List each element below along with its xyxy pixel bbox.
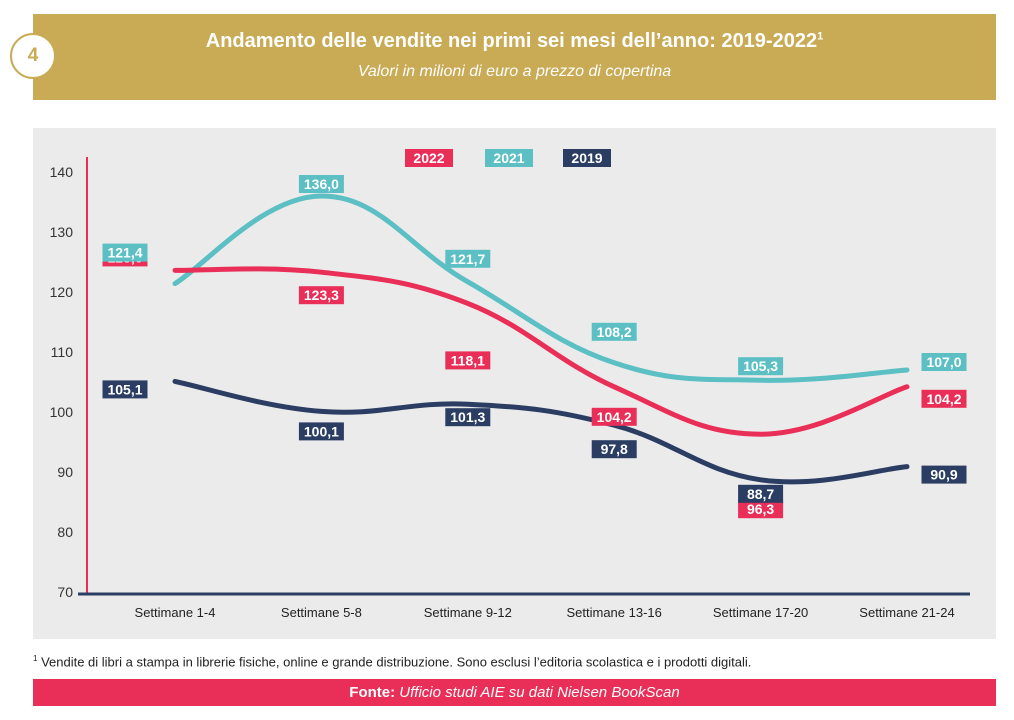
x-tick-label: Settimane 13-16	[566, 605, 661, 620]
data-label-box	[738, 357, 784, 376]
x-tick-label: Settimane 1-4	[135, 605, 216, 620]
footnote-marker: 1	[33, 654, 38, 663]
legend-swatch-2022	[405, 149, 453, 167]
data-label: 104,2	[926, 391, 961, 407]
chart-subtitle: Valori in milioni di euro a prezzo di co…	[357, 63, 672, 80]
data-label: 88,7	[747, 486, 774, 502]
data-label: 118,1	[451, 352, 485, 368]
data-label-box	[102, 243, 148, 262]
data-label: 121,4	[107, 245, 142, 261]
title-footnote-ref: 1	[817, 30, 824, 43]
data-label: 97,8	[601, 441, 628, 457]
x-tick-label: Settimane 21-24	[859, 605, 954, 620]
data-label: 90,9	[930, 467, 957, 483]
data-label: 101,3	[450, 409, 485, 425]
data-label-box	[445, 408, 491, 427]
source-bar: Fonte: Ufficio studi AIE su dati Nielsen…	[33, 679, 996, 706]
data-label: 100,1	[304, 423, 339, 439]
legend-label: 2022	[413, 150, 444, 166]
data-label-box	[445, 351, 491, 370]
chart-title: Andamento delle vendite nei primi sei me…	[33, 30, 996, 53]
source-label: Fonte:	[349, 684, 396, 701]
data-label-box	[591, 440, 637, 459]
data-label-box	[921, 389, 967, 408]
data-label: 136,0	[304, 176, 339, 192]
x-tick-label: Settimane 9-12	[424, 605, 512, 620]
legend-swatch-2019	[563, 149, 611, 167]
data-label: 108,2	[597, 324, 632, 340]
y-tick-label: 130	[50, 224, 74, 240]
x-tick-label: Settimane 5-8	[281, 605, 362, 620]
footnote: 1 Vendite di libri a stampa in librerie …	[33, 654, 751, 669]
y-tick-label: 140	[50, 164, 74, 180]
data-label-box	[921, 465, 967, 484]
data-label-box	[102, 380, 148, 399]
data-label: 123,3	[304, 287, 339, 303]
data-label-box	[298, 422, 344, 441]
data-label-box	[738, 484, 784, 503]
data-label-box	[591, 407, 637, 426]
data-label: 107,0	[926, 354, 961, 370]
x-tick-label: Settimane 17-20	[713, 605, 808, 620]
y-tick-label: 90	[57, 464, 73, 480]
data-label: 105,1	[107, 381, 142, 397]
series-line-2021	[172, 193, 910, 383]
footnote-text: Vendite di libri a stampa in librerie fi…	[37, 654, 752, 670]
y-tick-label: 100	[50, 404, 74, 420]
data-label-box	[298, 286, 344, 305]
legend-label: 2019	[571, 150, 602, 166]
y-tick-label: 110	[51, 344, 74, 360]
source-text: Ufficio studi AIE su dati Nielsen BookSc…	[395, 684, 680, 701]
data-label-box	[921, 353, 967, 371]
data-label: 104,2	[597, 409, 632, 425]
data-label-box	[591, 322, 637, 341]
data-label-box	[445, 249, 491, 268]
series-line-2022	[172, 266, 910, 437]
data-label-box	[298, 175, 344, 193]
figure-number-badge: 4	[10, 33, 56, 79]
header-banner	[33, 14, 996, 100]
chart-title-text: Andamento delle vendite nei primi sei me…	[205, 30, 818, 52]
y-tick-label: 80	[57, 524, 73, 540]
data-label: 121,7	[450, 251, 485, 267]
y-tick-label: 70	[57, 584, 73, 600]
legend-swatch-2021	[485, 149, 533, 167]
series-line-2019	[172, 378, 910, 485]
legend-label: 2021	[493, 150, 524, 166]
data-label: 105,3	[743, 358, 778, 374]
data-label: 96,3	[747, 501, 774, 517]
y-tick-label: 120	[50, 284, 74, 300]
data-label-box	[738, 500, 784, 519]
